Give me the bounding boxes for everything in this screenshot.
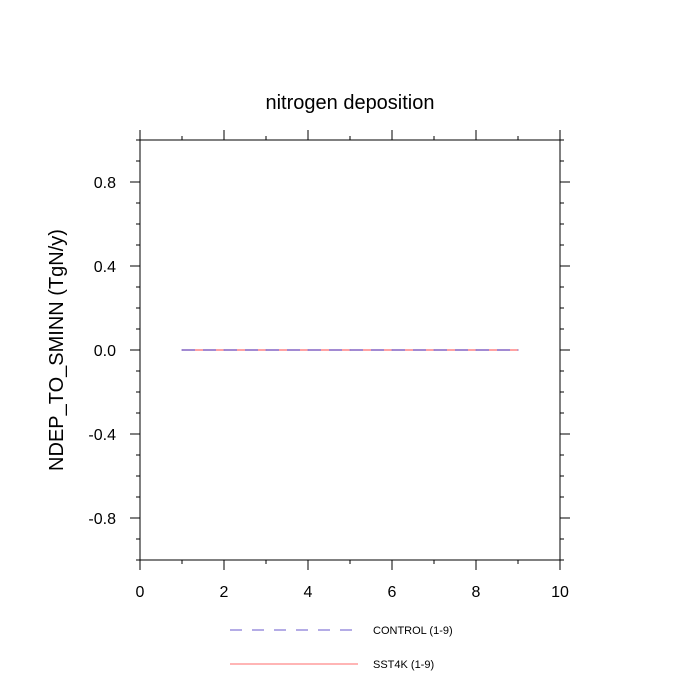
series-lines <box>181 349 519 351</box>
y-tick-label: 0.8 <box>94 175 116 192</box>
x-tick-label: 6 <box>388 584 397 601</box>
data-point <box>349 349 351 351</box>
legend-label-2: SST4K (1-9) <box>373 659 434 671</box>
data-point <box>307 349 309 351</box>
x-tick-label: 8 <box>472 584 481 601</box>
data-point <box>475 349 477 351</box>
chart-title: nitrogen deposition <box>265 92 434 114</box>
y-tick-label: 0.4 <box>94 259 116 276</box>
data-point <box>265 349 267 351</box>
y-tick-label: -0.8 <box>88 511 116 528</box>
data-point <box>223 349 225 351</box>
data-point <box>391 349 393 351</box>
y-tick-label: 0.0 <box>94 343 116 360</box>
x-tick-label: 2 <box>220 584 229 601</box>
x-tick-labels: 0 2 4 6 8 10 <box>136 584 569 601</box>
x-tick-label: 10 <box>551 584 569 601</box>
data-point <box>517 349 519 351</box>
y-tick-label: -0.4 <box>88 427 116 444</box>
legend-label-1: CONTROL (1-9) <box>373 625 453 637</box>
data-point <box>181 349 183 351</box>
y-axis-label: NDEP_TO_SMINN (TgN/y) <box>46 229 68 471</box>
legend: CONTROL (1-9) SST4K (1-9) <box>230 625 453 671</box>
data-point <box>433 349 435 351</box>
x-tick-label: 4 <box>304 584 313 601</box>
major-ticks <box>130 130 570 570</box>
x-tick-label: 0 <box>136 584 145 601</box>
y-tick-labels: 0.8 0.4 0.0 -0.4 -0.8 <box>88 175 116 528</box>
